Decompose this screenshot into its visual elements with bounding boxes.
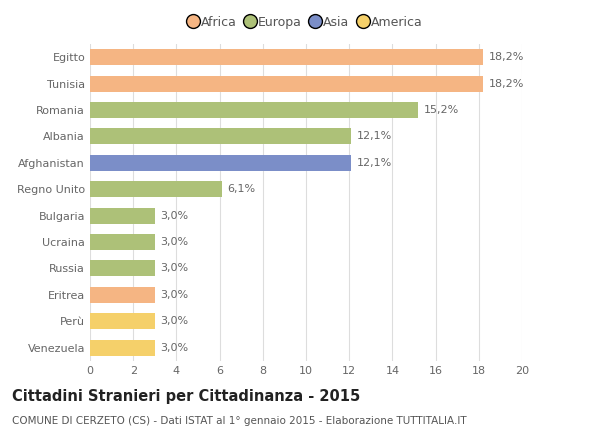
- Text: 3,0%: 3,0%: [160, 316, 188, 326]
- Text: 12,1%: 12,1%: [357, 132, 392, 141]
- Text: 3,0%: 3,0%: [160, 264, 188, 273]
- Text: 18,2%: 18,2%: [488, 79, 524, 88]
- Bar: [90, 155, 352, 171]
- Bar: [90, 340, 155, 356]
- Bar: [90, 260, 155, 276]
- Bar: [90, 49, 483, 65]
- Bar: [90, 287, 155, 303]
- Text: 3,0%: 3,0%: [160, 211, 188, 220]
- Text: 6,1%: 6,1%: [227, 184, 255, 194]
- Text: COMUNE DI CERZETO (CS) - Dati ISTAT al 1° gennaio 2015 - Elaborazione TUTTITALIA: COMUNE DI CERZETO (CS) - Dati ISTAT al 1…: [12, 416, 467, 426]
- Bar: [90, 313, 155, 329]
- Text: Cittadini Stranieri per Cittadinanza - 2015: Cittadini Stranieri per Cittadinanza - 2…: [12, 389, 360, 404]
- Bar: [90, 234, 155, 250]
- Text: 3,0%: 3,0%: [160, 343, 188, 352]
- Text: 15,2%: 15,2%: [424, 105, 459, 115]
- Text: 3,0%: 3,0%: [160, 290, 188, 300]
- Text: 12,1%: 12,1%: [357, 158, 392, 168]
- Text: 3,0%: 3,0%: [160, 237, 188, 247]
- Bar: [90, 181, 222, 197]
- Bar: [90, 76, 483, 92]
- Legend: Africa, Europa, Asia, America: Africa, Europa, Asia, America: [187, 13, 425, 31]
- Bar: [90, 208, 155, 224]
- Bar: [90, 102, 418, 118]
- Bar: [90, 128, 352, 144]
- Text: 18,2%: 18,2%: [488, 52, 524, 62]
